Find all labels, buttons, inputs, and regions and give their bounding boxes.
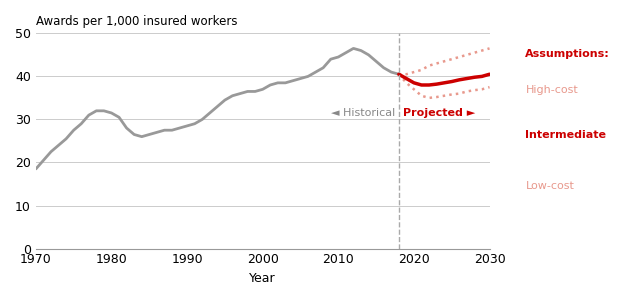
Text: Projected ►: Projected ► bbox=[403, 108, 475, 118]
Text: Awards per 1,000 insured workers: Awards per 1,000 insured workers bbox=[36, 15, 238, 28]
X-axis label: Year: Year bbox=[250, 272, 276, 285]
Text: High-cost: High-cost bbox=[525, 85, 578, 95]
Text: Intermediate: Intermediate bbox=[525, 130, 606, 140]
Text: Assumptions:: Assumptions: bbox=[525, 49, 610, 59]
Text: Low-cost: Low-cost bbox=[525, 181, 574, 191]
Text: ◄ Historical: ◄ Historical bbox=[331, 108, 395, 118]
